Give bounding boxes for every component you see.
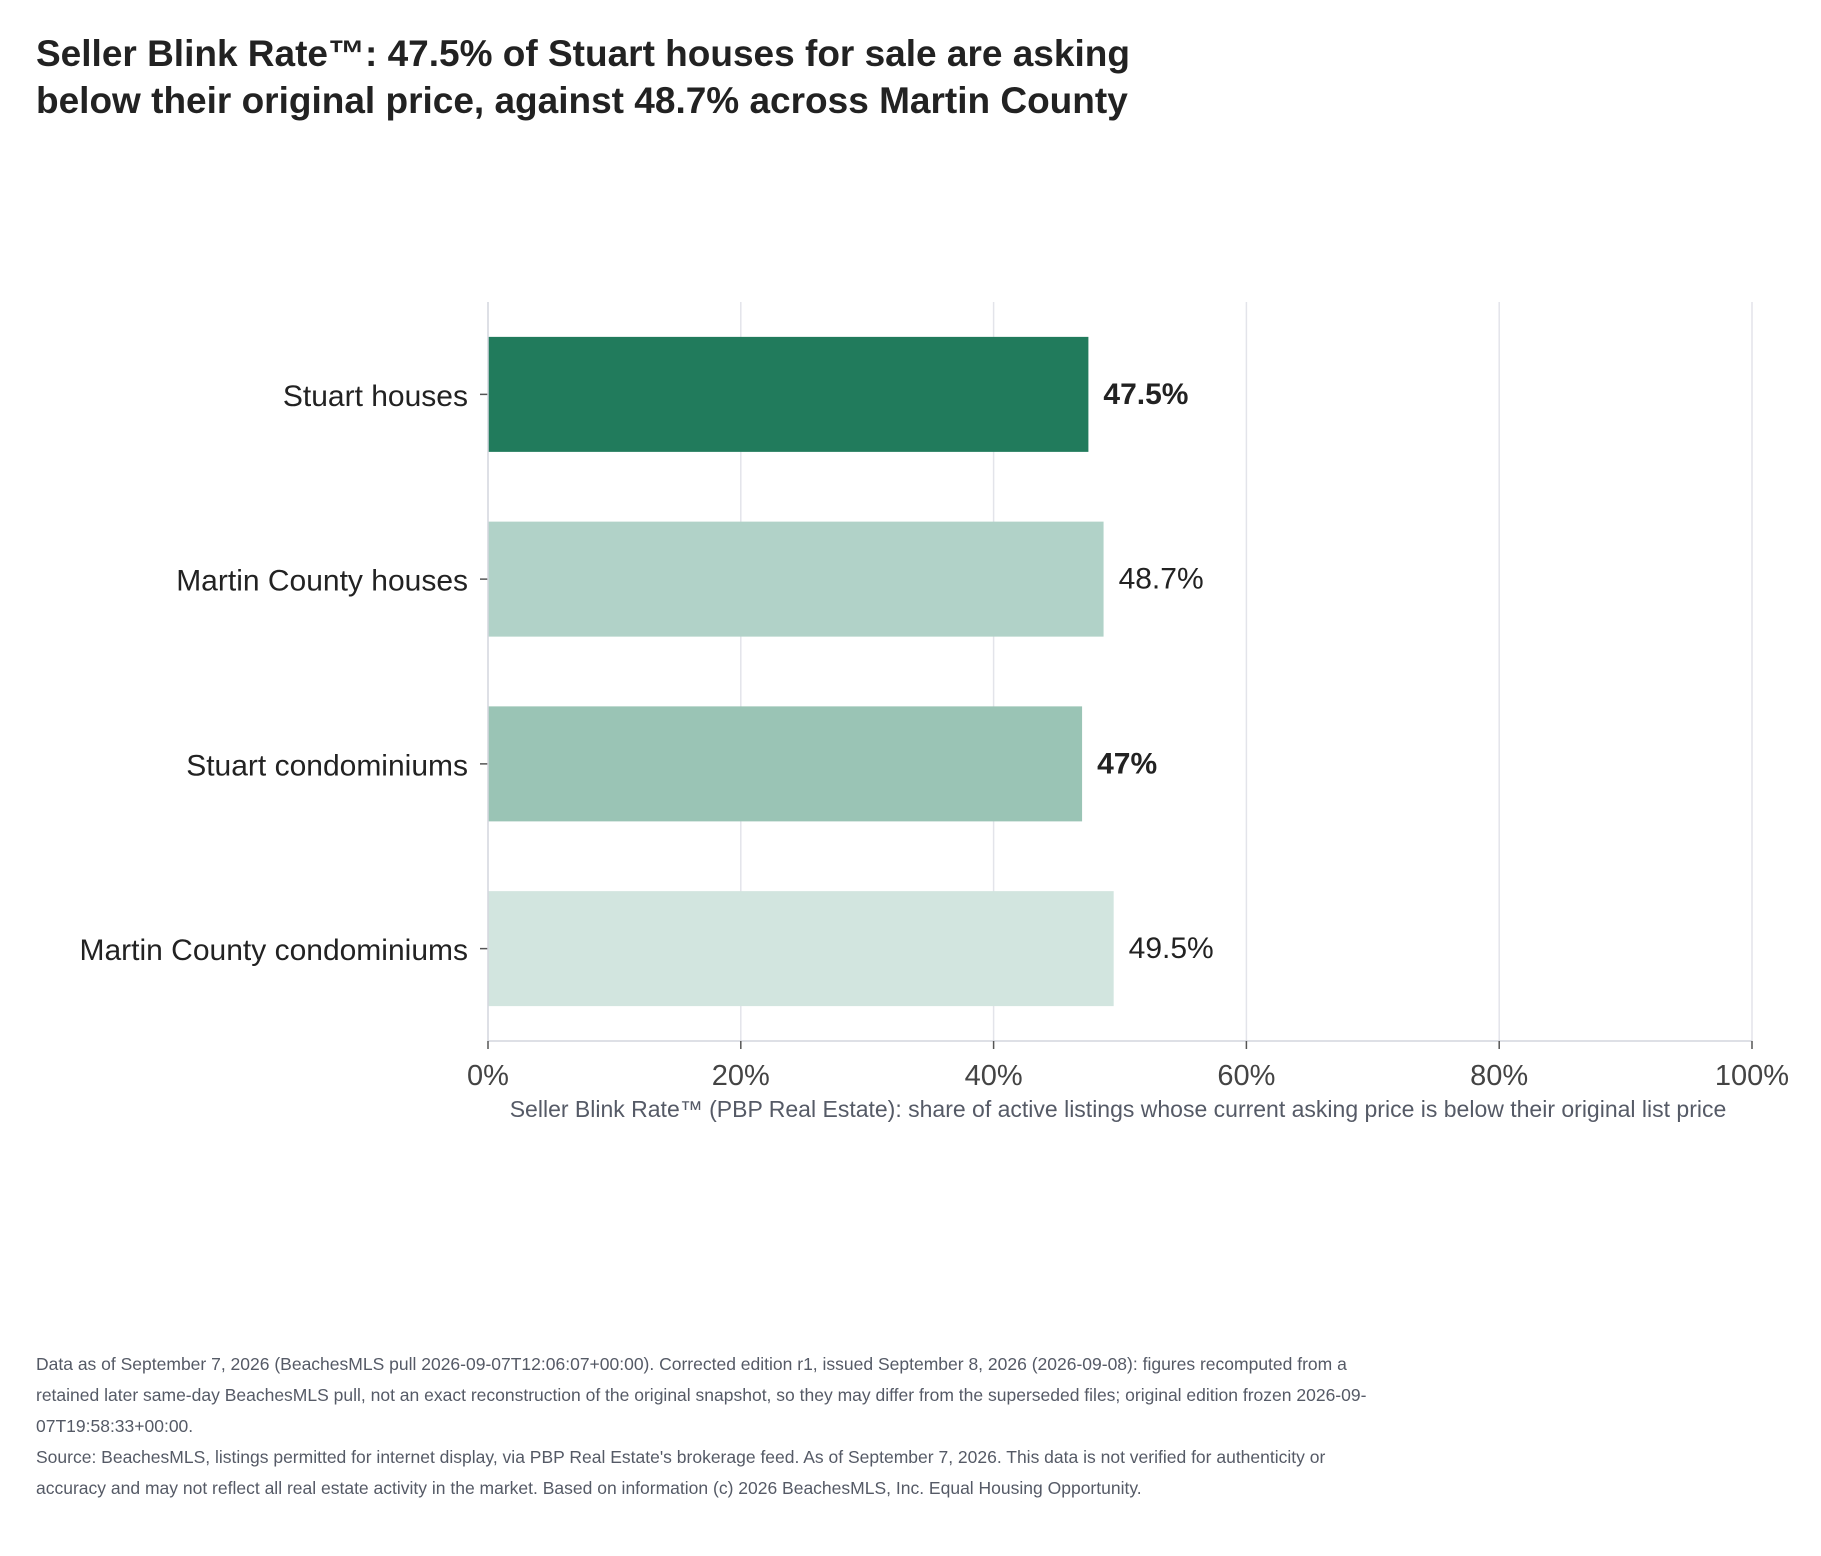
bar <box>488 706 1083 822</box>
source-note: Source: BeachesMLS, listings permitted f… <box>36 1447 1326 1498</box>
bar <box>488 891 1114 1007</box>
bar <box>488 521 1104 637</box>
y-tick-label: Martin County houses <box>176 565 468 598</box>
x-tick-label: 20% <box>712 1060 770 1092</box>
x-tick-label: 80% <box>1470 1060 1528 1092</box>
axes: Stuart houses Martin County houses Stuart … <box>80 302 1789 1092</box>
chart-title: Seller Blink Rate™: 47.5% of Stuart hous… <box>36 30 1336 124</box>
bar-value-label: 49.5% <box>1129 932 1214 965</box>
x-tick-label: 100% <box>1715 1060 1789 1092</box>
bar-value-label: 48.7% <box>1119 563 1204 596</box>
bar-value-label: 47% <box>1097 747 1157 780</box>
bar-value-label: 47.5% <box>1103 378 1188 411</box>
chart-title-line-1: Seller Blink Rate™: 47.5% of Stuart hous… <box>36 33 1130 74</box>
bar-chart: 47.5% 48.7% 47% 49.5% Stuart houses Martin C… <box>80 302 1789 1122</box>
bar <box>488 336 1089 452</box>
y-tick-label: Stuart condominiums <box>186 749 468 782</box>
chart-title-line-2: below their original price, against 48.7… <box>36 80 1128 121</box>
x-tick-label: 40% <box>965 1060 1023 1092</box>
data-note: Data as of September 7, 2026 (BeachesMLS… <box>36 1354 1367 1436</box>
bars: 47.5% 48.7% 47% 49.5% <box>488 336 1214 1007</box>
x-tick-label: 0% <box>467 1060 509 1092</box>
x-tick-label: 60% <box>1217 1060 1275 1092</box>
x-axis-title: Seller Blink Rate™ (PBP Real Estate): sh… <box>510 1096 1727 1122</box>
footnote: Data as of September 7, 2026 (BeachesMLS… <box>36 1349 1396 1504</box>
y-tick-label: Martin County condominiums <box>80 934 469 967</box>
y-tick-label: Stuart houses <box>283 380 468 413</box>
